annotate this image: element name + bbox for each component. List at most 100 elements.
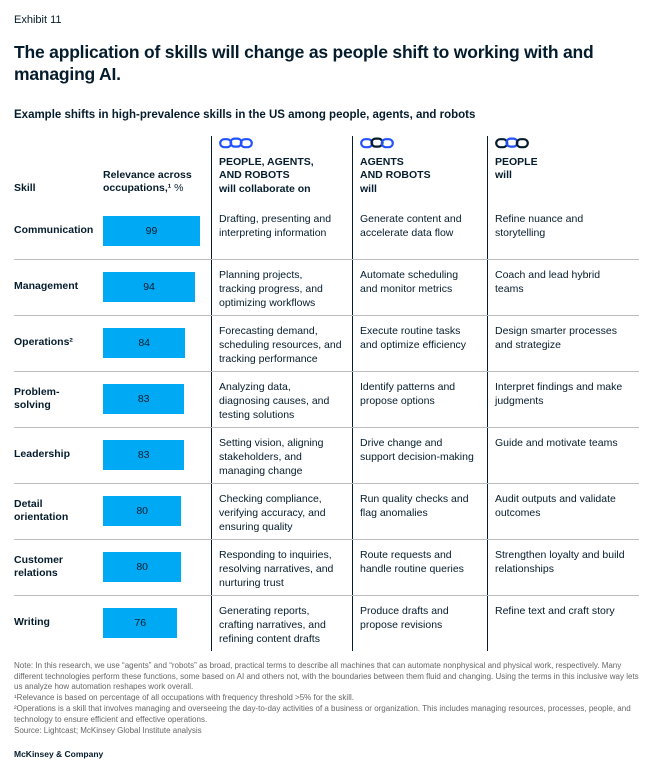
- relevance-bar: 76: [103, 608, 178, 639]
- table-row: Communication 99 Drafting, presenting an…: [14, 203, 639, 260]
- agents-robots-cell: Produce drafts and propose revisions: [352, 595, 487, 651]
- column-header-caps: PEOPLE, AGENTS, AND ROBOTS: [219, 155, 314, 182]
- skill-label: Problem-solving: [14, 385, 60, 412]
- skill-column-header: Skill: [14, 136, 100, 204]
- relevance-bar: 83: [103, 440, 185, 471]
- skills-table: Skill Relevance across occupations,¹ % P…: [14, 135, 639, 651]
- skill-label: Writing: [14, 616, 50, 629]
- relevance-bar-cell: 76: [100, 596, 211, 651]
- relevance-value: 83: [137, 449, 150, 462]
- collaborate-cell: Checking compliance, verifying accuracy,…: [211, 483, 352, 539]
- table-row: Customer relations 80 Responding to inqu…: [14, 539, 639, 596]
- table-header-row: Skill Relevance across occupations,¹ % P…: [14, 135, 639, 204]
- footer-brand: McKinsey & Company: [14, 749, 104, 760]
- relevance-value: 84: [138, 337, 150, 350]
- column-header-rest: will: [360, 183, 377, 196]
- skill-label: Management: [14, 280, 79, 293]
- bar-track: 94: [103, 272, 201, 303]
- collaborate-cell: Responding to inquiries, resolving narra…: [211, 539, 352, 595]
- relevance-bar: 80: [103, 552, 182, 583]
- people-cell: Refine nuance and storytelling: [487, 203, 639, 259]
- column-header-people: PEOPLE will: [487, 135, 639, 204]
- table-row: Problem-solving 83 Analyzing data, diagn…: [14, 371, 639, 428]
- relevance-value: 99: [145, 225, 158, 238]
- skill-label: Customer relations: [14, 553, 64, 580]
- agents-robots-cell: Identify patterns and propose options: [352, 371, 487, 427]
- table-row: Detail orientation 80 Checking complianc…: [14, 483, 639, 540]
- relevance-value: 80: [136, 561, 149, 574]
- bar-track: 84: [103, 328, 201, 359]
- collaborate-cell: Planning projects, tracking progress, an…: [211, 259, 352, 315]
- footnote-2: ²Operations is a skill that involves man…: [14, 703, 631, 724]
- bar-track: 99: [103, 216, 201, 247]
- agents-robots-cell: Drive change and support decision-making: [352, 427, 487, 483]
- relevance-header-label: Relevance across occupations,¹ %: [103, 168, 192, 195]
- relevance-bar-cell: 84: [100, 316, 211, 371]
- agents-robots-cell: Run quality checks and flag anomalies: [352, 483, 487, 539]
- table-row: Management 94 Planning projects, trackin…: [14, 259, 639, 316]
- column-header-agents-robots: AGENTS AND ROBOTS will: [352, 135, 487, 204]
- bar-track: 80: [103, 496, 201, 527]
- collaborate-cell: Generating reports, crafting narratives,…: [211, 595, 352, 651]
- bar-track: 83: [103, 384, 201, 415]
- relevance-bar-cell: 83: [100, 428, 211, 483]
- collaborate-cell: Analyzing data, diagnosing causes, and t…: [211, 371, 352, 427]
- table-row: Writing 76 Generating reports, crafting …: [14, 595, 639, 651]
- people-cell: Interpret findings and make judgments: [487, 371, 639, 427]
- relevance-bar: 80: [103, 496, 182, 527]
- skill-label: Detail orientation: [14, 497, 69, 524]
- people-cell: Coach and lead hybrid teams: [487, 259, 639, 315]
- table-row: Leadership 83 Setting vision, aligning s…: [14, 427, 639, 484]
- relevance-bar-cell: 83: [100, 372, 211, 427]
- relevance-bar: 84: [103, 328, 186, 359]
- skill-label: Leadership: [14, 448, 71, 461]
- bar-track: 80: [103, 552, 201, 583]
- people-cell: Strengthen loyalty and build relationshi…: [487, 539, 639, 595]
- footnote-source: Source: Lightcast; McKinsey Global Insti…: [14, 725, 202, 735]
- footnote-note: Note: In this research, we use “agents” …: [14, 660, 639, 692]
- relevance-bar-cell: 94: [100, 260, 211, 315]
- bar-track: 83: [103, 440, 201, 471]
- table-row: Operations² 84 Forecasting demand, sched…: [14, 315, 639, 372]
- relevance-bar: 94: [103, 272, 196, 303]
- column-header-caps: AGENTS AND ROBOTS: [360, 155, 431, 182]
- footnote-1: ¹Relevance is based on percentage of all…: [14, 693, 354, 703]
- agents-robots-cell: Execute routine tasks and optimize effic…: [352, 315, 487, 371]
- relevance-column-header: Relevance across occupations,¹ %: [100, 136, 211, 204]
- relevance-value: 76: [134, 617, 147, 630]
- relevance-bar: 83: [103, 384, 185, 415]
- agents-robots-cell: Automate scheduling and monitor metrics: [352, 259, 487, 315]
- chain-icon: [219, 137, 253, 149]
- people-cell: Audit outputs and validate outcomes: [487, 483, 639, 539]
- column-header-caps: PEOPLE: [495, 155, 538, 168]
- bar-track: 76: [103, 608, 201, 639]
- relevance-bar-cell: 99: [100, 204, 211, 259]
- column-header-rest: will collaborate on: [219, 183, 311, 196]
- skill-label: Communication: [14, 224, 94, 237]
- relevance-value: 83: [137, 393, 150, 406]
- footnotes: Note: In this research, we use “agents” …: [14, 661, 639, 737]
- collaborate-cell: Forecasting demand, scheduling resources…: [211, 315, 352, 371]
- exhibit-subtitle: Example shifts in high-prevalence skills…: [14, 108, 476, 121]
- collaborate-cell: Drafting, presenting and interpreting in…: [211, 203, 352, 259]
- relevance-bar-cell: 80: [100, 540, 211, 595]
- relevance-bar: 99: [103, 216, 201, 247]
- agents-robots-cell: Route requests and handle routine querie…: [352, 539, 487, 595]
- column-header-people-agents-robots: PEOPLE, AGENTS, AND ROBOTS will collabor…: [211, 135, 352, 204]
- table-body: Communication 99 Drafting, presenting an…: [14, 203, 639, 651]
- skill-label: Operations²: [14, 336, 73, 349]
- people-cell: Refine text and craft story: [487, 595, 639, 651]
- relevance-bar-cell: 80: [100, 484, 211, 539]
- chain-icon: [360, 137, 394, 149]
- collaborate-cell: Setting vision, aligning stakeholders, a…: [211, 427, 352, 483]
- column-header-rest: will: [495, 169, 512, 182]
- agents-robots-cell: Generate content and accelerate data flo…: [352, 203, 487, 259]
- relevance-value: 80: [136, 505, 149, 518]
- relevance-value: 94: [143, 281, 155, 294]
- chain-icon: [495, 137, 529, 149]
- people-cell: Guide and motivate teams: [487, 427, 639, 483]
- page-title: The application of skills will change as…: [14, 42, 594, 85]
- people-cell: Design smarter processes and strategize: [487, 315, 639, 371]
- exhibit-label: Exhibit 11: [14, 14, 62, 26]
